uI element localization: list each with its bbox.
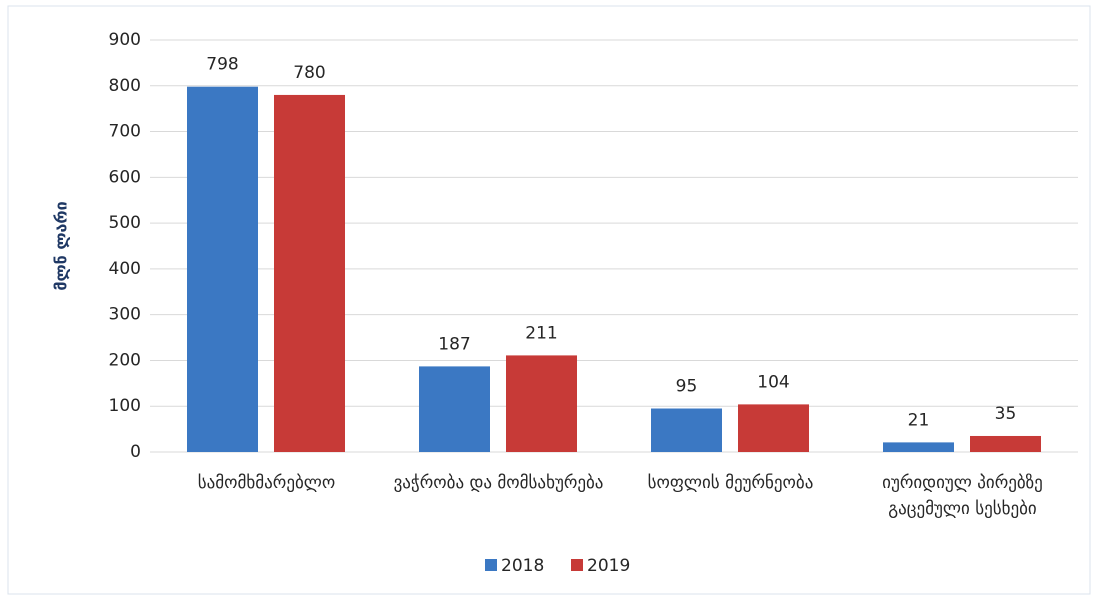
bar xyxy=(651,408,722,452)
data-label: 187 xyxy=(438,334,470,354)
y-tick-label: 800 xyxy=(109,76,141,96)
legend-swatch xyxy=(485,559,497,571)
y-tick-label: 700 xyxy=(109,122,141,142)
y-tick-label: 100 xyxy=(109,396,141,416)
y-tick-label: 400 xyxy=(109,259,141,279)
y-axis-label: მლნ ლარი xyxy=(52,201,71,290)
y-tick-label: 200 xyxy=(109,350,141,370)
bar xyxy=(738,404,809,452)
bar xyxy=(970,435,1041,452)
bar xyxy=(419,366,490,452)
y-tick-label: 300 xyxy=(109,305,141,325)
data-label: 95 xyxy=(676,377,698,397)
data-label: 780 xyxy=(293,63,325,83)
bar xyxy=(506,355,577,452)
data-label: 21 xyxy=(908,410,930,430)
data-label: 211 xyxy=(525,323,557,343)
bar xyxy=(883,442,954,452)
x-tick-label: სამომხმარებლო xyxy=(197,473,336,493)
bar xyxy=(187,86,258,453)
chart-border xyxy=(7,5,1091,595)
y-tick-label: 0 xyxy=(130,442,141,462)
x-tick-label: იურიდიულ პირებზე გაცემული სესხები xyxy=(882,473,1043,519)
y-tick-label: 500 xyxy=(109,213,141,233)
legend-label: 2019 xyxy=(587,556,630,576)
bar xyxy=(274,94,345,452)
legend-swatch xyxy=(571,559,583,571)
data-label: 104 xyxy=(757,372,789,392)
y-tick-label: 600 xyxy=(109,167,141,187)
x-tick-label: სოფლის მეურნეობა xyxy=(647,473,814,493)
data-label: 798 xyxy=(206,55,238,75)
y-tick-label: 900 xyxy=(109,30,141,50)
data-label: 35 xyxy=(995,404,1017,424)
legend-label: 2018 xyxy=(501,556,544,576)
x-tick-label: ვაჭრობა და მომსახურება xyxy=(393,473,604,493)
